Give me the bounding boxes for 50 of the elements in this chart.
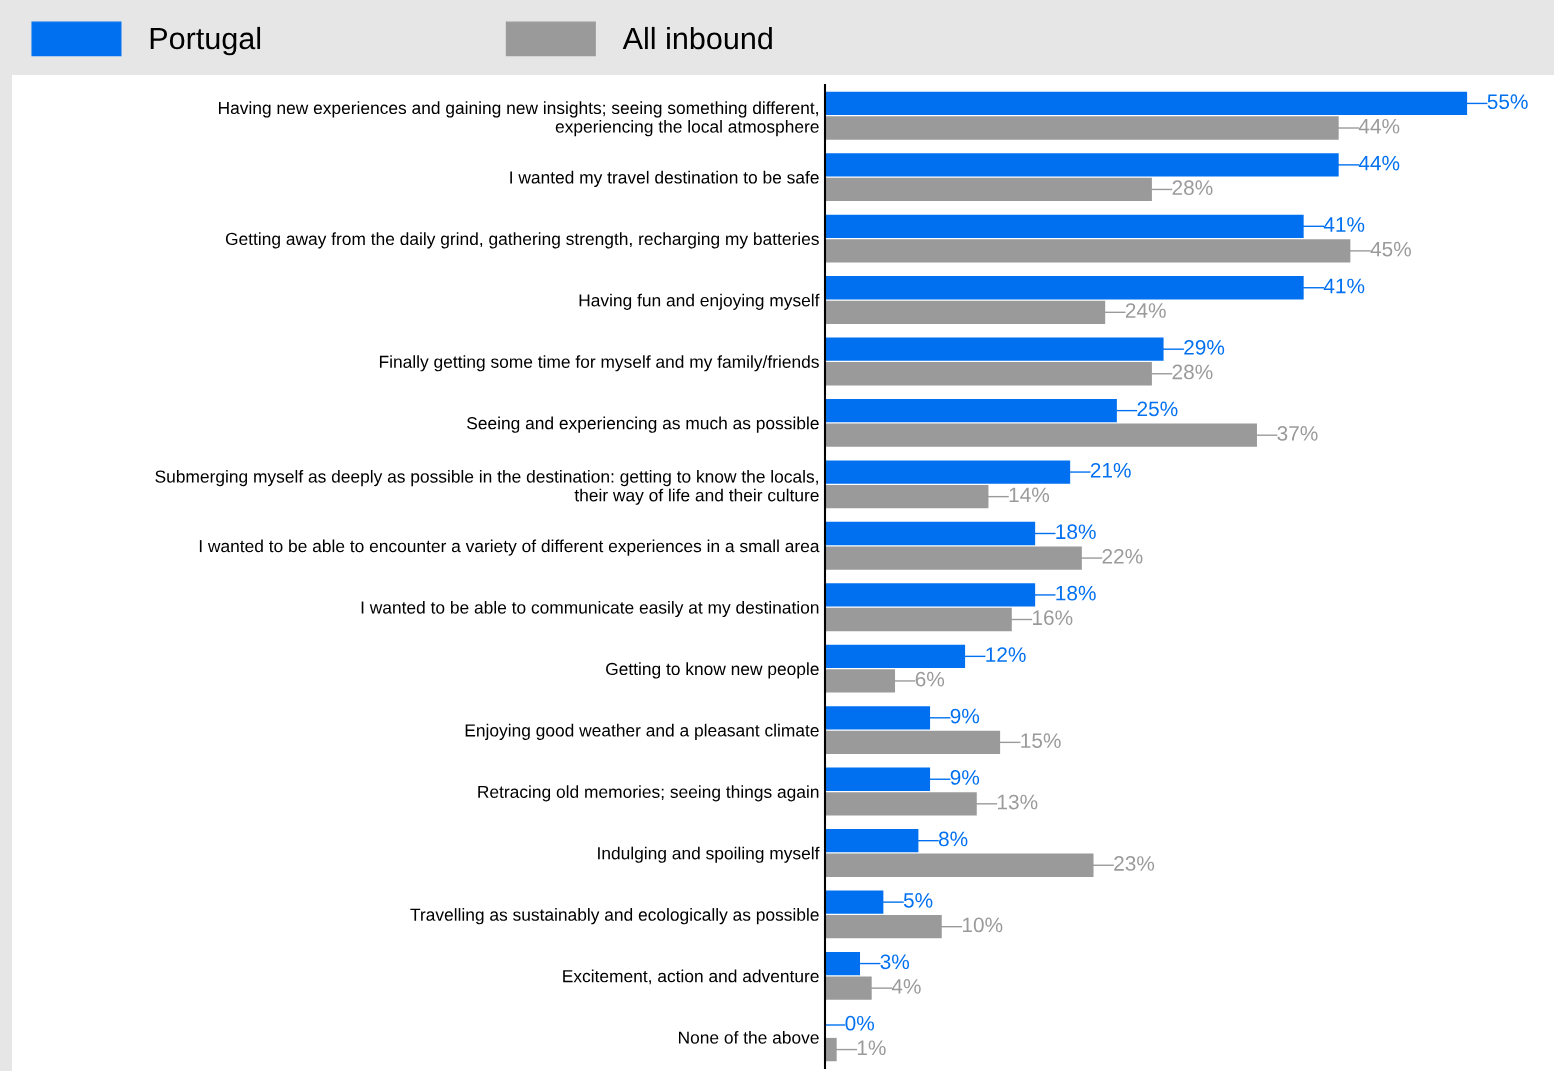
y-tick-label: Having new experiences and gaining new insights; seeing something different, experiencing the local atmosphere [218, 101, 819, 137]
y-tick-label: Excitement, action and adventure [563, 969, 819, 985]
data-label: 13% [998, 794, 1038, 810]
y-tick-label: I wanted to be able to communicate easily at my destination [361, 600, 819, 618]
data-label: 55% [1487, 94, 1528, 110]
data-label: 0% [845, 1015, 875, 1031]
data-label: 41% [1323, 278, 1365, 294]
data-label: 9% [950, 708, 980, 724]
y-tick-label: I wanted to be able to encounter a variety of different experiences in a small area [199, 539, 820, 556]
data-label: 24% [1125, 303, 1166, 318]
data-label: 5% [903, 893, 933, 908]
data-label: 10% [962, 917, 1003, 933]
y-tick-label: Travelling as sustainably and ecologically as possible [410, 908, 819, 925]
legend-label: All inbound [622, 26, 772, 50]
data-label: 8% [938, 831, 968, 847]
data-label: 14% [1009, 487, 1050, 503]
data-label: 28% [1172, 180, 1213, 196]
data-label: 9% [950, 770, 980, 785]
data-label: 41% [1323, 217, 1365, 232]
data-label: 23% [1114, 856, 1155, 871]
y-tick-label: None of the above [678, 1030, 819, 1044]
y-tick-label: Submerging myself as deeply as possible in the destination: getting to know the locals, their way of life and their culture [155, 469, 819, 505]
data-label: 18% [1056, 524, 1096, 540]
y-tick-label: I wanted my travel destination to be safe [510, 170, 819, 188]
y-tick-label: Enjoying good weather and a pleasant climate [465, 723, 819, 740]
data-label: 1% [857, 1040, 886, 1056]
data-label: 16% [1033, 610, 1073, 626]
y-tick-label: Indulging and spoiling myself [598, 846, 820, 863]
data-label: 28% [1172, 364, 1213, 380]
y-tick-label: Finally getting some time for myself and my family/friends [379, 355, 819, 372]
y-tick-label: Getting away from the daily grind, gathering strength, recharging my batteries [225, 232, 819, 249]
data-label: 12% [986, 647, 1026, 662]
legend-label: Portugal [150, 26, 261, 56]
y-tick-label: Having fun and enjoying myself [579, 293, 820, 310]
data-label: 25% [1137, 401, 1178, 417]
data-label: 6% [915, 671, 945, 687]
data-label: 18% [1056, 585, 1096, 601]
y-tick-label: Retracing old memories; seeing things again [478, 785, 819, 802]
data-label: 44% [1358, 155, 1400, 171]
data-label: 37% [1277, 426, 1318, 441]
data-label: 22% [1102, 548, 1143, 564]
y-tick-label: Getting to know new people [606, 662, 819, 679]
data-label: 44% [1358, 118, 1400, 134]
data-label: 4% [891, 979, 921, 994]
y-tick-label: Seeing and experiencing as much as possible [467, 416, 819, 433]
data-label: 3% [880, 954, 910, 970]
data-label: 29% [1184, 340, 1225, 355]
data-label: 15% [1021, 733, 1061, 748]
data-label: 45% [1370, 241, 1411, 257]
data-label: 21% [1090, 462, 1131, 478]
